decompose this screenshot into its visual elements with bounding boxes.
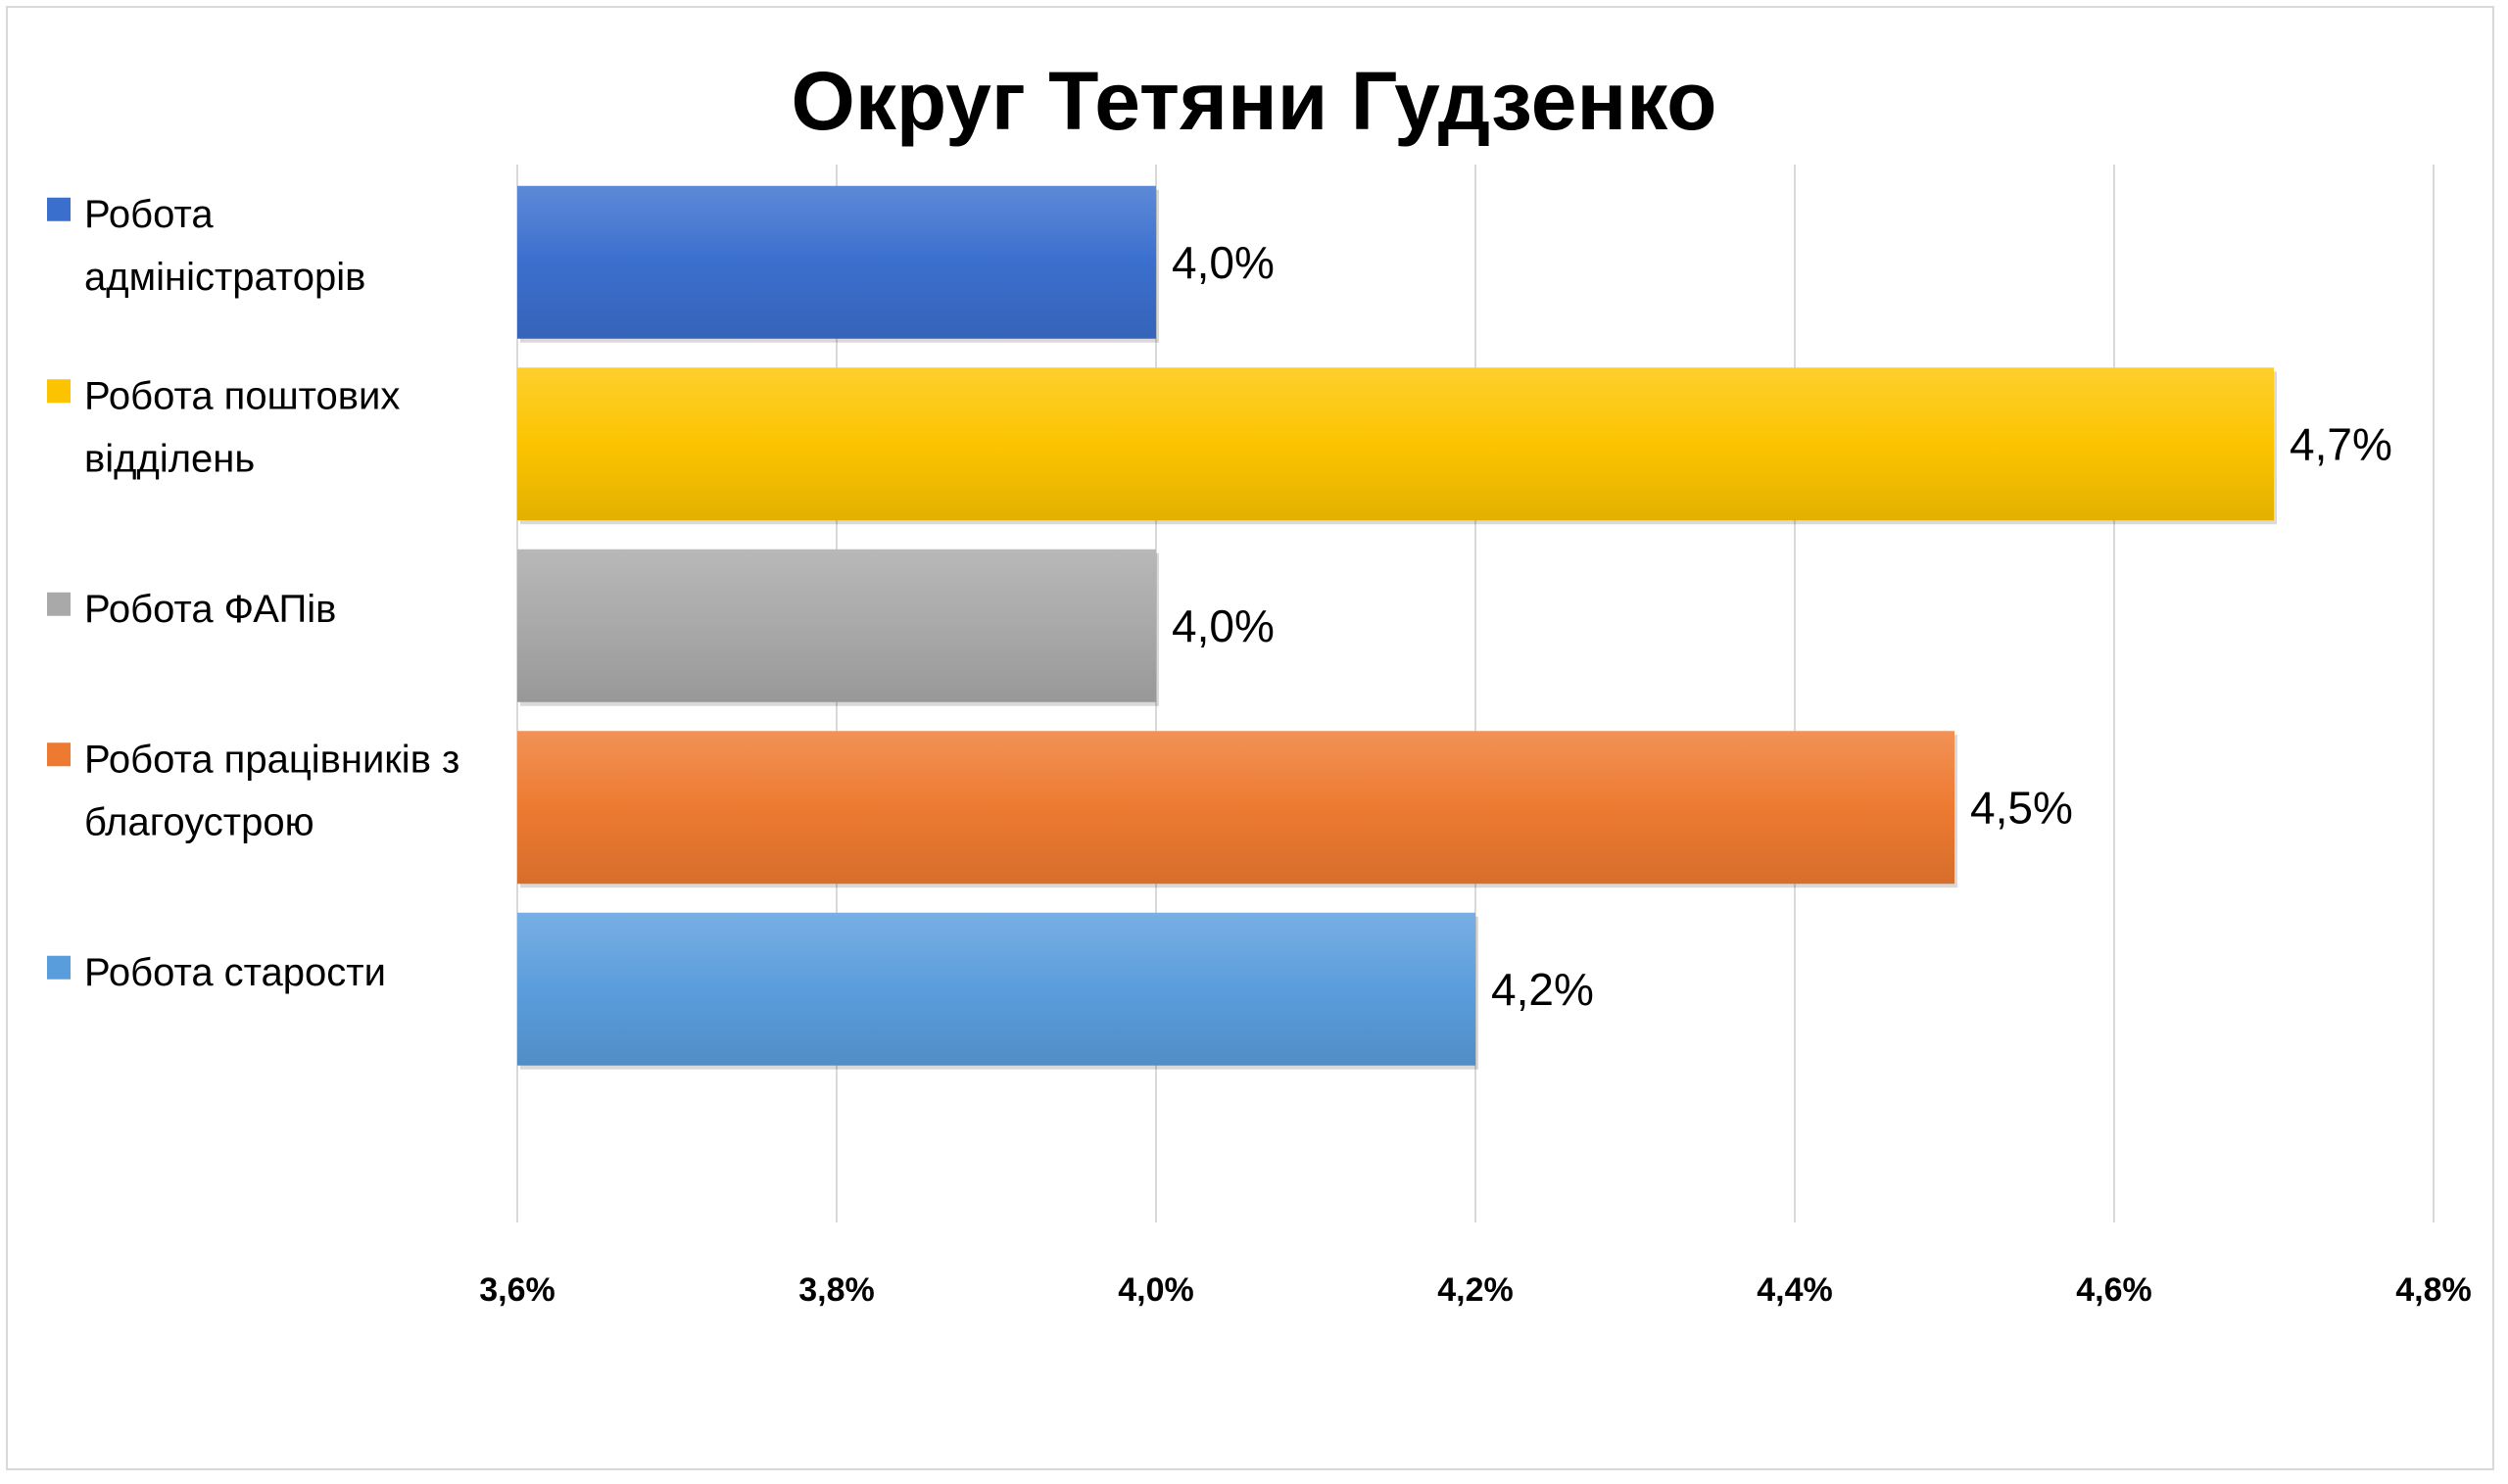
bar [517, 912, 1475, 1066]
bar [517, 731, 1954, 885]
chart-title: Округ Тетяни Гудзенко [792, 55, 1717, 147]
legend-swatch [47, 379, 71, 404]
data-label: 4,0% [1172, 237, 1275, 288]
x-tick-label: 4,8% [2395, 1271, 2472, 1309]
x-tick-label: 3,8% [798, 1271, 875, 1309]
legend-swatch [47, 742, 71, 767]
legend-swatch [47, 197, 71, 221]
data-label: 4,5% [1970, 782, 2073, 833]
x-tick-label: 4,6% [2076, 1271, 2152, 1309]
legend-entry: Робота працівників з благоустрою [84, 738, 459, 843]
data-labels: 4,0% 4,7% 4,0% 4,5% 4,2% [1172, 237, 2392, 1015]
x-axis-ticks: 3,6% 3,8% 4,0% 4,2% 4,4% 4,6% 4,8% [479, 1271, 2472, 1309]
x-tick-label: 4,2% [1437, 1271, 1514, 1309]
data-label: 4,0% [1172, 600, 1275, 651]
bar [517, 185, 1156, 339]
legend: Робота адміністраторів Робота поштових відд… [47, 193, 459, 994]
x-tick-label: 4,0% [1118, 1271, 1194, 1309]
legend-entry: Робота старости [84, 951, 386, 994]
data-label: 4,7% [2290, 418, 2392, 469]
x-tick-label: 3,6% [479, 1271, 555, 1309]
bar [517, 367, 2274, 521]
legend-swatch [47, 955, 71, 980]
data-label: 4,2% [1491, 964, 1594, 1015]
legend-entry: Робота ФАПів [84, 588, 336, 631]
legend-entry: Робота адміністраторів [84, 193, 365, 299]
legend-entry: Робота поштових відділень [84, 374, 400, 480]
legend-swatch [47, 592, 71, 616]
bars [517, 185, 2277, 1070]
bar [517, 549, 1156, 702]
x-tick-label: 4,4% [1757, 1271, 1833, 1309]
